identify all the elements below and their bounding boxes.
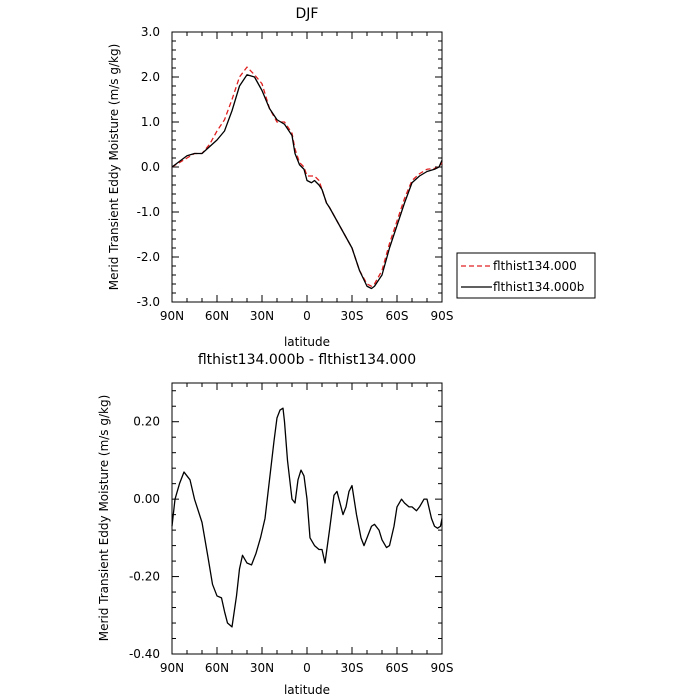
bottom-y-tick-label: -0.20 <box>129 570 160 584</box>
bottom-panel: flthist134.000b - flthist134.000 90N 60N 3… <box>97 352 453 697</box>
top-y-tick-label: -3.0 <box>137 295 160 309</box>
bottom-chart-title: flthist134.000b - flthist134.000 <box>198 352 416 368</box>
top-series-line-2 <box>171 74 443 290</box>
top-y-tick-label: 2.0 <box>141 70 160 84</box>
top-y-tick-label: 3.0 <box>141 25 160 39</box>
top-x-tick-label: 0 <box>303 309 311 323</box>
top-y-tick-label: 1.0 <box>141 115 160 129</box>
legend-label-series-2: flthist134.000b <box>493 280 584 294</box>
bottom-x-tick-label: 60N <box>205 661 229 675</box>
bottom-x-tick-label: 60S <box>386 661 409 675</box>
top-series-line-1 <box>171 66 443 287</box>
top-x-tick-label: 30S <box>341 309 364 323</box>
top-x-tick-label: 30N <box>250 309 274 323</box>
bottom-series-lines <box>171 407 443 628</box>
top-y-tick-label: -2.0 <box>137 250 160 264</box>
top-plot-frame <box>171 31 443 303</box>
bottom-x-tick-label: 90N <box>160 661 184 675</box>
top-y-tick-label: -1.0 <box>137 205 160 219</box>
legend-label-series-1: flthist134.000 <box>493 259 577 273</box>
top-x-tick-label: 60N <box>205 309 229 323</box>
legend: flthist134.000 flthist134.000b <box>456 252 596 299</box>
bottom-plot-frame <box>171 382 443 655</box>
bottom-x-tick-label: 30N <box>250 661 274 675</box>
top-x-axis-label: latitude <box>284 335 330 349</box>
bottom-y-tick-label: 0.20 <box>133 415 160 429</box>
top-y-tick-label: 0.0 <box>141 160 160 174</box>
top-x-tick-label: 90S <box>431 309 454 323</box>
top-y-axis-label: Merid Transient Eddy Moisture (m/s g/kg) <box>107 44 121 291</box>
bottom-axis-ticks: 90N 60N 30N 0 30S 60S 90S 0.20 0.00 -0.20 -0.40 <box>129 383 454 675</box>
bottom-x-axis-label: latitude <box>284 683 330 697</box>
bottom-x-tick-label: 90S <box>431 661 454 675</box>
bottom-x-tick-label: 30S <box>341 661 364 675</box>
bottom-y-tick-label: -0.40 <box>129 647 160 661</box>
top-panel: DJF 90N 60N 30N 0 30S 60S 90S 3.0 2.0 1.0 0.0 -1.0 -… <box>107 6 596 349</box>
bottom-y-axis-label: Merid Transient Eddy Moisture (m/s g/kg) <box>97 395 111 642</box>
top-x-tick-label: 90N <box>160 309 184 323</box>
top-x-tick-label: 60S <box>386 309 409 323</box>
legend-box <box>456 252 596 299</box>
top-chart-title: DJF <box>296 6 319 22</box>
bottom-series-line-1 <box>171 407 443 628</box>
bottom-x-tick-label: 0 <box>303 661 311 675</box>
bottom-y-tick-label: 0.00 <box>133 492 160 506</box>
top-axis-ticks: 90N 60N 30N 0 30S 60S 90S 3.0 2.0 1.0 0.0 -1.0 -2.0 -… <box>137 25 454 323</box>
top-series-lines <box>171 66 443 290</box>
